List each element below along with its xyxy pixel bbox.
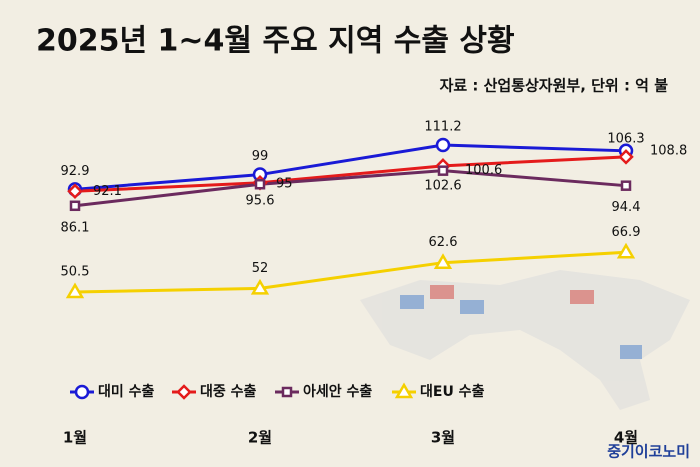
data-label: 95.6 — [246, 193, 275, 208]
data-label: 100.6 — [465, 163, 502, 178]
marker — [616, 242, 636, 259]
marker — [254, 178, 266, 190]
data-label: 94.4 — [612, 200, 641, 215]
marker — [435, 137, 451, 153]
data-label: 95 — [276, 177, 293, 192]
data-label: 102.6 — [424, 178, 461, 193]
data-label: 92.9 — [61, 164, 90, 179]
data-label: 66.9 — [612, 225, 641, 240]
data-label: 108.8 — [650, 143, 687, 158]
container — [570, 290, 594, 304]
legend-marker — [176, 384, 192, 400]
container — [430, 285, 454, 299]
container — [400, 295, 424, 309]
marker — [69, 200, 81, 212]
legend-label: 대EU 수출 — [420, 383, 485, 400]
watermark: 중기이코노미 — [607, 443, 690, 461]
marker — [250, 278, 270, 295]
series-line — [74, 143, 627, 191]
map-shape — [360, 270, 690, 410]
map-decoration — [360, 270, 690, 410]
series-line — [74, 250, 627, 294]
chart-title: 2025년 1~4월 주요 지역 수출 상황 — [36, 24, 515, 59]
container — [620, 345, 642, 359]
legend-label: 아세안 수출 — [303, 383, 372, 400]
x-tick-label: 1월 — [63, 429, 87, 447]
data-label: 99 — [252, 149, 269, 164]
data-label: 92.1 — [93, 184, 122, 199]
data-label: 86.1 — [61, 220, 90, 235]
series-line — [74, 155, 627, 193]
legend-label: 대미 수출 — [98, 383, 155, 400]
subtitle: 자료 : 산업통상자원부, 단위 : 억 불 — [440, 77, 669, 95]
marker — [433, 253, 453, 269]
marker — [437, 165, 449, 176]
data-label: 111.2 — [424, 120, 461, 135]
series-line — [74, 169, 627, 208]
marker — [65, 282, 85, 299]
x-tick-label: 2월 — [248, 429, 272, 447]
container — [460, 300, 484, 314]
marker — [618, 149, 634, 165]
marker — [620, 180, 632, 191]
data-label: 52 — [252, 261, 269, 276]
x-tick-label: 4월 — [614, 429, 638, 447]
legend-marker — [281, 386, 293, 398]
marker — [67, 183, 83, 200]
legend-label: 대중 수출 — [200, 383, 257, 400]
data-label: 50.5 — [61, 265, 90, 280]
data-label: 62.6 — [429, 235, 458, 250]
data-label: 106.3 — [607, 131, 644, 146]
legend-marker — [394, 382, 414, 399]
legend-marker — [74, 384, 90, 400]
x-tick-label: 3월 — [431, 429, 455, 447]
